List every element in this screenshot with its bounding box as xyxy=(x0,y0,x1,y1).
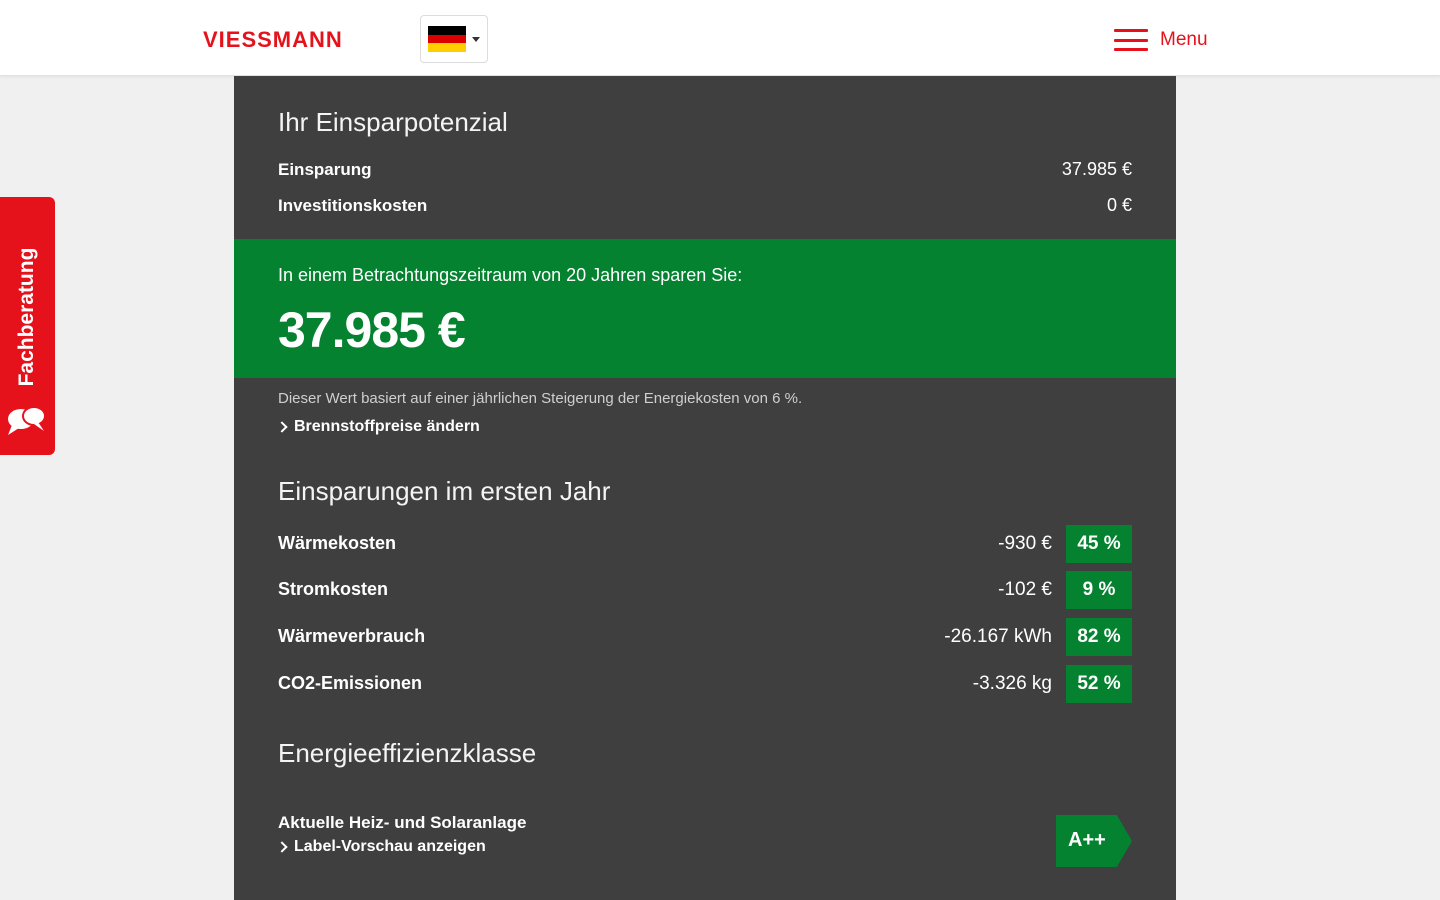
metric-value: -930 € xyxy=(998,533,1052,554)
savings-panel: Ihr Einsparpotenzial Einsparung 37.985 €… xyxy=(234,76,1176,900)
efficiency-class-badge: A++ xyxy=(1056,815,1132,867)
metric-value: -102 € xyxy=(998,579,1052,600)
investitionskosten-label: Investitionskosten xyxy=(278,196,428,215)
einsparung-value: 37.985 € xyxy=(1061,159,1132,179)
metric-label: CO2-Emissionen xyxy=(278,673,423,693)
viessmann-logo[interactable]: VIESSMANN xyxy=(203,24,343,56)
total-savings-value: 37.985 € xyxy=(278,302,466,358)
site-header: VIESSMANN Menu xyxy=(0,0,1440,76)
chevron-right-icon xyxy=(276,421,288,433)
logo-text: VIESSMANN xyxy=(203,27,343,52)
menu-label: Menu xyxy=(1160,29,1208,50)
system-label: Aktuelle Heiz- und Solaranlage xyxy=(278,813,527,832)
metric-row: Wärmeverbrauch -26.167 kWh 82 % xyxy=(278,618,1132,656)
metric-row: Wärmekosten -930 € 45 % xyxy=(278,525,1132,563)
percent-badge: 45 % xyxy=(1066,525,1132,563)
fachberatung-tab[interactable]: Fachberatung xyxy=(0,197,55,455)
total-savings-band: In einem Betrachtungszeitraum von 20 Jah… xyxy=(234,239,1176,378)
arrow-label-shape xyxy=(1056,815,1132,867)
percent-badge: 9 % xyxy=(1066,571,1132,609)
label-preview-link-label: Label-Vorschau anzeigen xyxy=(294,838,486,855)
efficiency-title: Energieeffizienzklasse xyxy=(278,738,537,768)
fuel-price-link[interactable]: Brennstoffpreise ändern xyxy=(276,418,480,436)
percent-badge: 52 % xyxy=(1066,665,1132,703)
caret-down-icon xyxy=(472,36,480,42)
metric-value: -3.326 kg xyxy=(972,673,1052,694)
metric-row: CO2-Emissionen -3.326 kg 52 % xyxy=(278,665,1132,703)
savings-title: Ihr Einsparpotenzial xyxy=(278,107,508,137)
percent-badge: 82 % xyxy=(1066,618,1132,656)
german-flag-icon xyxy=(428,26,466,53)
first-year-title: Einsparungen im ersten Jahr xyxy=(278,476,611,506)
metric-row: Stromkosten -102 € 9 % xyxy=(278,571,1132,609)
einsparung-label: Einsparung xyxy=(278,160,372,179)
fachberatung-label: Fachberatung xyxy=(15,247,38,387)
metric-label: Wärmeverbrauch xyxy=(278,626,426,646)
period-text: In einem Betrachtungszeitraum von 20 Jah… xyxy=(278,265,743,285)
language-selector[interactable] xyxy=(420,15,488,63)
investitionskosten-value: 0 € xyxy=(1106,195,1132,215)
menu-button[interactable]: Menu xyxy=(1114,24,1208,56)
metric-label: Wärmekosten xyxy=(278,533,397,553)
efficiency-class-value: A++ xyxy=(1068,829,1106,851)
metric-label: Stromkosten xyxy=(278,579,389,599)
fuel-price-link-label: Brennstoffpreise ändern xyxy=(294,418,480,435)
label-preview-link[interactable]: Label-Vorschau anzeigen xyxy=(276,838,486,856)
energy-cost-note: Dieser Wert basiert auf einer jährlichen… xyxy=(278,390,803,407)
chat-bubbles-icon xyxy=(8,406,46,435)
metric-value: -26.167 kWh xyxy=(944,626,1052,647)
chevron-right-icon xyxy=(276,841,288,853)
hamburger-icon xyxy=(1114,29,1148,51)
